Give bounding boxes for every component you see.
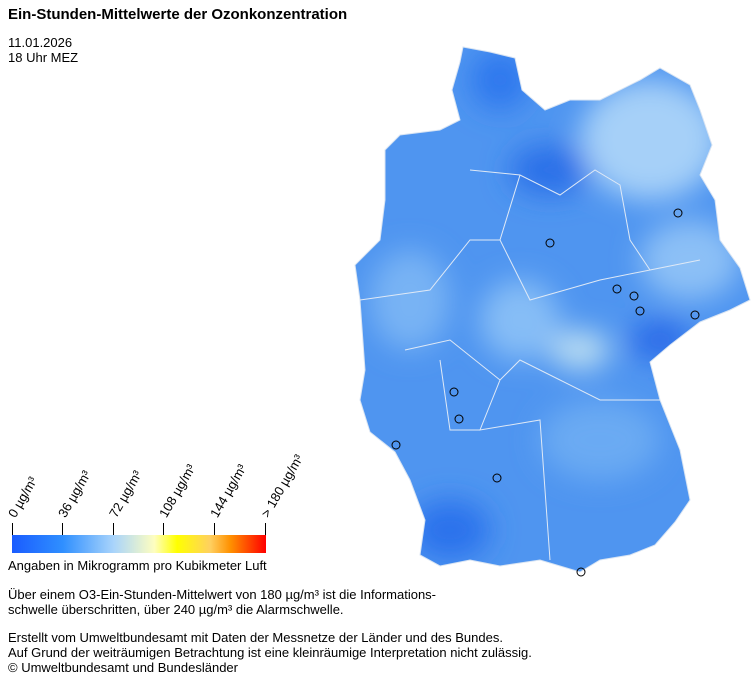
station-marker xyxy=(449,387,459,397)
threshold-line-2: schwelle überschritten, über 240 µg/m³ d… xyxy=(8,602,344,617)
time: 18 Uhr MEZ xyxy=(8,50,79,65)
legend-tick xyxy=(113,523,114,535)
station-marker xyxy=(391,440,401,450)
threshold-line-1: Über einem O3-Ein-Stunden-Mittelwert von… xyxy=(8,587,436,602)
station-marker xyxy=(612,284,622,294)
station-marker xyxy=(635,306,645,316)
station-marker xyxy=(690,310,700,320)
credit-note: Erstellt vom Umweltbundesamt mit Daten d… xyxy=(8,630,532,675)
color-scale-bar xyxy=(12,535,266,553)
credit-line-1: Erstellt vom Umweltbundesamt mit Daten d… xyxy=(8,630,503,645)
station-marker xyxy=(492,473,502,483)
legend-tick xyxy=(214,523,215,535)
state-borders xyxy=(359,169,701,561)
legend-tick xyxy=(265,523,266,535)
legend-tick xyxy=(12,523,13,535)
station-marker xyxy=(673,208,683,218)
timestamp: 11.01.2026 18 Uhr MEZ xyxy=(8,35,78,65)
station-marker xyxy=(545,238,555,248)
unit-note: Angaben in Mikrogramm pro Kubikmeter Luf… xyxy=(8,558,267,573)
threshold-note: Über einem O3-Ein-Stunden-Mittelwert von… xyxy=(8,587,436,617)
credit-line-2: Auf Grund der weiträumigen Betrachtung i… xyxy=(8,645,532,660)
map-title: Ein-Stunden-Mittelwerte der Ozonkonzentr… xyxy=(8,6,348,23)
station-marker xyxy=(454,414,464,424)
date: 11.01.2026 xyxy=(8,35,73,50)
legend-tick xyxy=(163,523,164,535)
concentration-field xyxy=(355,47,750,572)
legend-tick xyxy=(62,523,63,535)
copyright: © Umweltbundesamt und Bundesländer xyxy=(8,660,238,675)
station-marker xyxy=(576,567,586,577)
station-marker xyxy=(629,291,639,301)
